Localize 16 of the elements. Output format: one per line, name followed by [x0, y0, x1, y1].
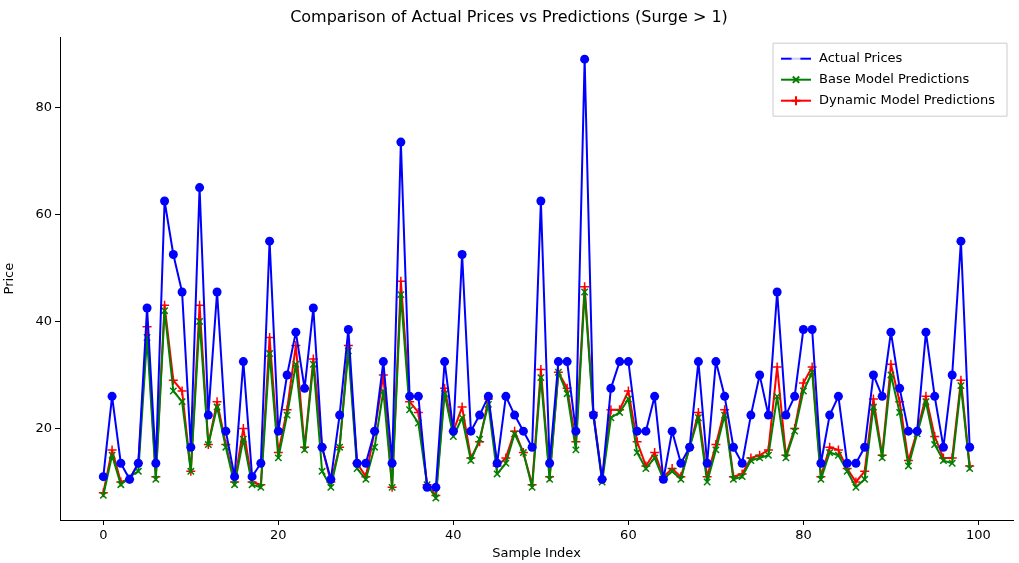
- x-tick-label: 100: [966, 527, 991, 543]
- x-tick-label: 40: [445, 527, 462, 543]
- x-axis-title: Sample Index: [492, 544, 582, 560]
- y-axis-title: Price: [1, 262, 17, 295]
- x-tick-label: 20: [270, 527, 287, 543]
- y-tick-label: 40: [35, 312, 52, 328]
- y-tick-label: 20: [35, 419, 52, 435]
- chart-title: Comparison of Actual Prices vs Predictions (Surge > 1): [290, 6, 728, 26]
- y-tick-label: 80: [35, 98, 52, 114]
- legend-label: Base Model Predictions: [819, 71, 970, 87]
- y-tick-label: 60: [35, 205, 52, 221]
- x-tick-label: 0: [99, 527, 108, 543]
- x-tick-label: 60: [620, 527, 637, 543]
- legend-label: Dynamic Model Predictions: [819, 92, 996, 108]
- legend-label: Actual Prices: [819, 50, 903, 66]
- x-tick-label: 80: [795, 527, 812, 543]
